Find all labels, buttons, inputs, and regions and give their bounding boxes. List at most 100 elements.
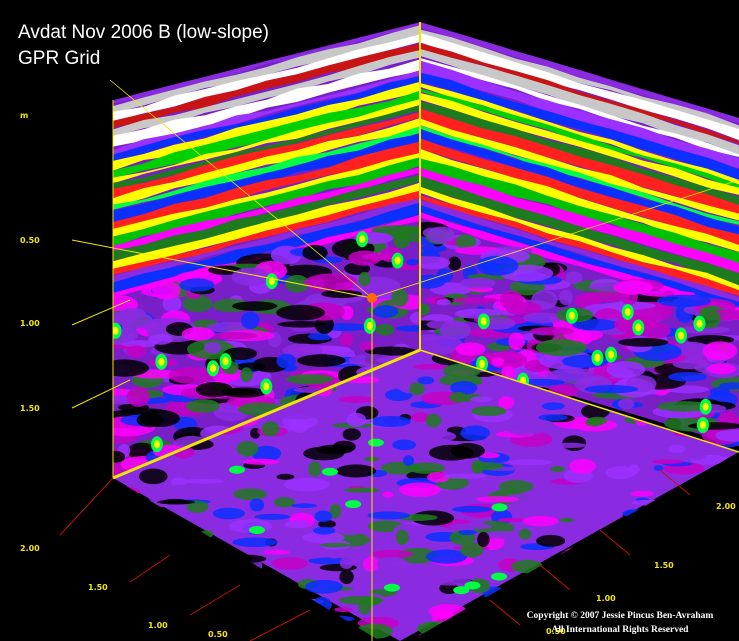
texture [625, 515, 651, 528]
texture [101, 359, 149, 376]
texture [664, 435, 679, 445]
texture [334, 521, 365, 535]
texture [198, 612, 236, 618]
texture [347, 413, 367, 428]
texture [612, 591, 643, 600]
texture [339, 596, 383, 605]
texture [686, 514, 720, 525]
depth-label: 1.50 [20, 404, 40, 413]
texture [682, 553, 720, 566]
texture [608, 446, 635, 455]
texture [218, 609, 237, 614]
texture [115, 605, 149, 621]
texture [320, 543, 351, 548]
texture [414, 364, 447, 370]
texture [276, 354, 296, 369]
texture [664, 533, 684, 546]
texture [433, 636, 471, 641]
texture [696, 320, 702, 328]
texture [275, 631, 316, 641]
texture [477, 532, 489, 547]
texture [339, 570, 353, 584]
texture [375, 324, 394, 336]
right-axis-label: 2.00 [716, 502, 736, 511]
texture [507, 459, 552, 465]
texture [232, 301, 277, 311]
texture [720, 618, 739, 630]
texture [322, 468, 338, 476]
texture [491, 503, 507, 511]
texture [569, 459, 596, 474]
texture [603, 573, 647, 586]
texture [564, 547, 597, 561]
texture [704, 627, 723, 634]
texture [233, 488, 267, 500]
texture [107, 451, 125, 463]
texture [536, 535, 565, 547]
texture [696, 576, 736, 590]
texture [613, 280, 653, 294]
texture [232, 552, 244, 564]
texture [498, 396, 514, 409]
texture [384, 584, 400, 592]
texture [722, 572, 739, 580]
texture [608, 351, 614, 359]
texture [200, 530, 214, 538]
texture [284, 478, 330, 491]
texture [370, 416, 411, 427]
texture [711, 540, 729, 556]
texture [700, 421, 706, 429]
origin-point [367, 293, 377, 303]
texture [153, 569, 164, 581]
texture [625, 308, 631, 316]
texture [654, 517, 684, 533]
texture [396, 530, 409, 545]
texture [338, 396, 374, 403]
title-line: Avdat Nov 2006 B (low-slope) [18, 22, 269, 43]
texture [623, 509, 649, 518]
texture [263, 550, 290, 555]
texture [511, 560, 543, 573]
texture [152, 281, 181, 300]
texture [587, 417, 608, 425]
texture [237, 441, 259, 456]
texture [653, 465, 663, 471]
texture [367, 511, 410, 519]
texture [531, 587, 555, 595]
texture [108, 567, 124, 576]
texture [364, 457, 379, 462]
texture [479, 360, 485, 368]
texture [424, 431, 456, 442]
title-line: GPR Grid [18, 48, 100, 69]
copyright: All International Rights Reserved [552, 625, 690, 635]
texture [340, 557, 354, 569]
texture [373, 305, 398, 318]
texture [311, 616, 354, 623]
texture [588, 575, 599, 584]
texture [302, 604, 320, 618]
texture [275, 410, 317, 419]
texture [536, 339, 587, 356]
texture [399, 482, 441, 496]
texture [126, 345, 146, 357]
texture [426, 414, 442, 428]
texture [224, 555, 267, 564]
texture [471, 406, 506, 416]
texture [634, 578, 646, 583]
texture [592, 580, 611, 589]
texture [383, 492, 394, 498]
texture [133, 609, 153, 615]
texture [345, 500, 361, 508]
texture [204, 342, 221, 354]
texture [184, 545, 195, 560]
texture [297, 354, 345, 367]
texture [158, 358, 164, 366]
texture [491, 573, 507, 581]
texture [476, 256, 518, 276]
texture [632, 500, 673, 506]
texture [308, 461, 321, 476]
texture [243, 459, 279, 465]
texture [651, 459, 683, 464]
texture [440, 321, 471, 340]
texture [437, 299, 451, 305]
